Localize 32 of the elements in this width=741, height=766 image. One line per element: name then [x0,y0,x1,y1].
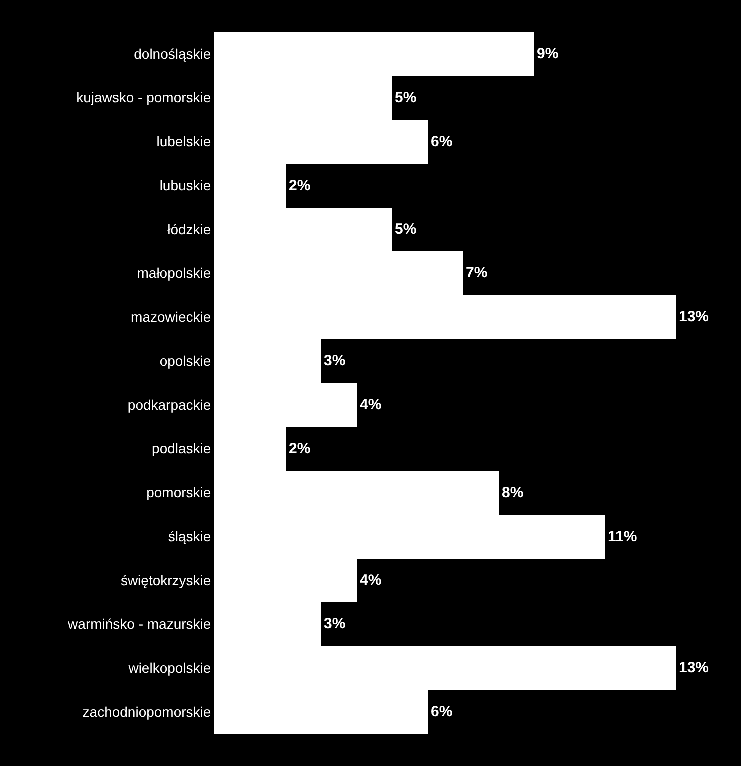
data-label: 13% [679,660,710,676]
y-tick-label: pomorskie [146,484,212,501]
data-label: 2% [289,178,311,194]
data-label: 7% [466,264,488,282]
data-label: 11% [608,528,638,546]
y-tick-label: śląskie [168,528,212,544]
y-tick-label: podlaskie [152,440,212,457]
y-tick-label: wielkopolskie [128,660,212,676]
y-tick-label: łódzkie [168,221,212,238]
y-tick-label: lubuskie [160,177,212,194]
y-tick-label: warmińsko - mazurskie [67,616,212,632]
data-label: 3% [324,616,346,632]
data-label: 6% [431,134,453,150]
data-label: 6% [431,704,453,720]
data-label: 4% [360,572,382,589]
data-label: 5% [395,221,417,238]
y-tick-label: podkarpackie [128,396,212,413]
data-label: 8% [502,484,524,502]
y-tick-label: opolskie [160,352,212,369]
data-label: 4% [360,396,382,414]
y-tick-label: zachodniopomorskie [82,704,212,720]
y-tick-label: małopolskie [137,265,212,282]
data-label: 9% [537,46,559,62]
data-label: 2% [289,440,311,458]
y-tick-label: lubelskie [156,134,212,150]
data-label: 13% [679,308,710,326]
y-tick-label: kujawsko - pomorskie [76,90,212,106]
y-tick-label: mazowieckie [131,309,212,326]
y-tick-label: dolnośląskie [134,46,212,62]
y-tick-label: świętokrzyskie [120,572,212,588]
data-label: 3% [324,352,346,370]
data-label: 5% [395,90,417,106]
